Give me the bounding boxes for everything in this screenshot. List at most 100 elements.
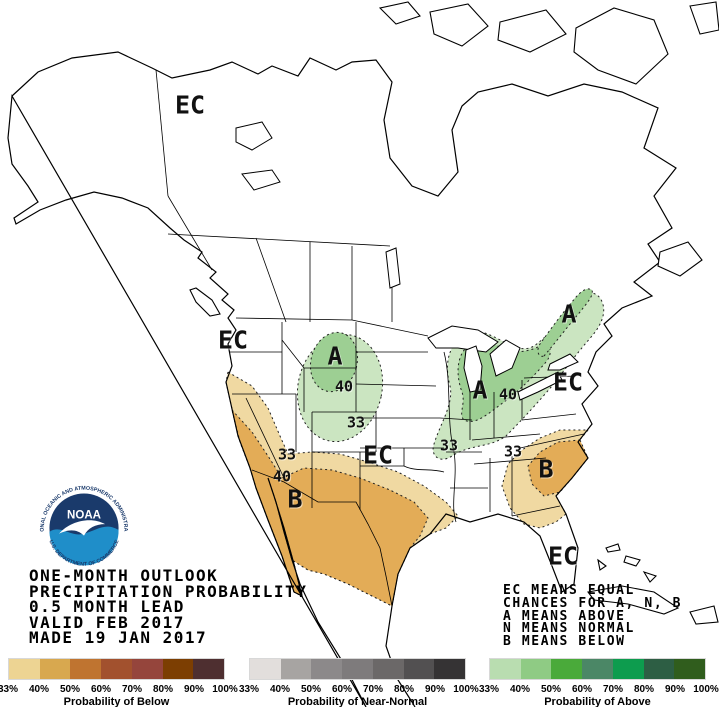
colorbar-tick: 60% [90,684,112,695]
colorbar-cells [249,658,466,680]
colorbar-cell [311,659,343,679]
hispaniola [689,605,719,625]
map-label-b: B [287,484,303,514]
colorbar-tick: 100% [212,684,238,695]
islands [189,1,719,625]
map-label-40: 40 [334,377,354,396]
colorbar-cell [131,659,163,679]
map-label-40: 40 [272,467,292,486]
map-label-ec: EC [174,90,206,120]
lake-superior [427,325,499,353]
colorbar-cell [70,659,102,679]
colorbar-tick: 50% [300,684,322,695]
map-label-33: 33 [503,442,523,461]
colorbar-tick: 80% [393,684,415,695]
colorbar-tick: 50% [540,684,562,695]
colorbar-cell [280,659,312,679]
colorbar-below: 33% 40% 50% 60% 70% 80% 90% 100% Probability of… [0,658,238,707]
colorbar-cell [193,659,225,679]
map-label-33: 33 [346,413,366,432]
colorbar-tick: 70% [121,684,143,695]
colorbar-tick: 60% [331,684,353,695]
map-label-ec: EC [217,325,249,355]
great-bear-lake [235,121,273,151]
colorbar-ticks: 33% 40% 50% 60% 70% 80% 90% 100% [0,684,238,695]
map-label-33: 33 [439,436,459,455]
colorbar-tick: 40% [509,684,531,695]
colorbar-tick: 100% [693,684,719,695]
colorbar-title: Probability of Near-Normal [287,696,428,707]
colorbar-tick: 90% [664,684,686,695]
below-region-southeast-inner [527,439,589,497]
arctic-island [429,3,489,47]
colorbar-tick: 33% [478,684,500,695]
colorbar-cell [342,659,373,679]
colorbar-cell [612,659,644,679]
text-line: 0.5 MONTH LEAD [29,597,185,616]
arctic-island [378,1,421,25]
lake-ontario [547,353,579,371]
text-line: MADE 19 JAN 2017 [29,628,208,647]
bahamas [605,543,621,553]
colorbar-tick: 90% [183,684,205,695]
colorbar-tick: 100% [453,684,479,695]
logo-acronym: NOAA [67,509,102,521]
colorbar-ticks: 33% 40% 50% 60% 70% 80% 90% 100% [239,684,479,695]
map-label-a: A [561,299,577,329]
text-line: CHANCES FOR A, N, B [503,595,683,611]
outlook-title-block: ONE-MONTH OUTLOOK PRECIPITATION PROBABILI… [29,568,307,646]
noaa-logo: NOAA NATIONAL OCEANIC AND ATMOSPHERIC AD… [36,480,130,574]
lakes [235,121,579,401]
continent-outline [7,51,677,707]
cuba [587,585,680,615]
colorbar-cell [643,659,675,679]
text-line: PRECIPITATION PROBABILITY [29,581,308,601]
map-label-ec: EC [547,541,579,571]
colorbar-title: Probability of Above [544,696,651,707]
logo-bird-icon [59,520,106,536]
map-label-a: A [327,341,343,371]
arctic-island [497,9,567,53]
colorbar-cell [39,659,71,679]
colorbar-cells [8,658,225,680]
baffin-island [573,7,669,85]
colorbar-tick: 70% [602,684,624,695]
bahamas [597,558,607,571]
map-label-ec: EC [362,440,394,470]
colorbar-cell [434,659,466,679]
colorbar-cell [372,659,404,679]
text-line: N MEANS NORMAL [503,621,635,637]
vancouver-island [189,287,221,317]
map-label-b: B [538,454,554,484]
colorbar-cell [250,659,281,679]
colorbar-tick: 40% [28,684,50,695]
colorbar-ticks: 33% 40% 50% 60% 70% 80% 90% 100% [479,684,719,695]
colorbar-tick: 80% [152,684,174,695]
greenland-corner [689,1,719,35]
colorbar-cell [582,659,613,679]
colorbar-tick: 33% [0,684,19,695]
colorbar-above: 33% 40% 50% 60% 70% 80% 90% 100% Probability of… [479,658,719,707]
lake-michigan [463,345,483,393]
text-line: ONE-MONTH OUTLOOK [29,566,219,585]
newfoundland [657,241,703,277]
colorbar-tick: 33% [238,684,260,695]
logo-sea [49,526,119,566]
lake-huron [489,339,521,377]
colorbar-tick: 70% [362,684,384,695]
colorbar-cell [101,659,132,679]
great-slave-lake [241,169,281,191]
above-region-northeast-inner [537,288,593,357]
text-line: EC MEANS EQUAL [503,583,635,598]
map-label-33: 33 [277,445,297,464]
colorbar-near-normal: 33% 40% 50% 60% 70% 80% 90% 100% Probability of… [239,658,479,707]
colorbar-tick: 80% [633,684,655,695]
lake-erie [517,371,563,401]
colorbar-cell [490,659,521,679]
colorbar-cell [162,659,194,679]
colorbar-cell [551,659,583,679]
bahamas [642,571,658,583]
